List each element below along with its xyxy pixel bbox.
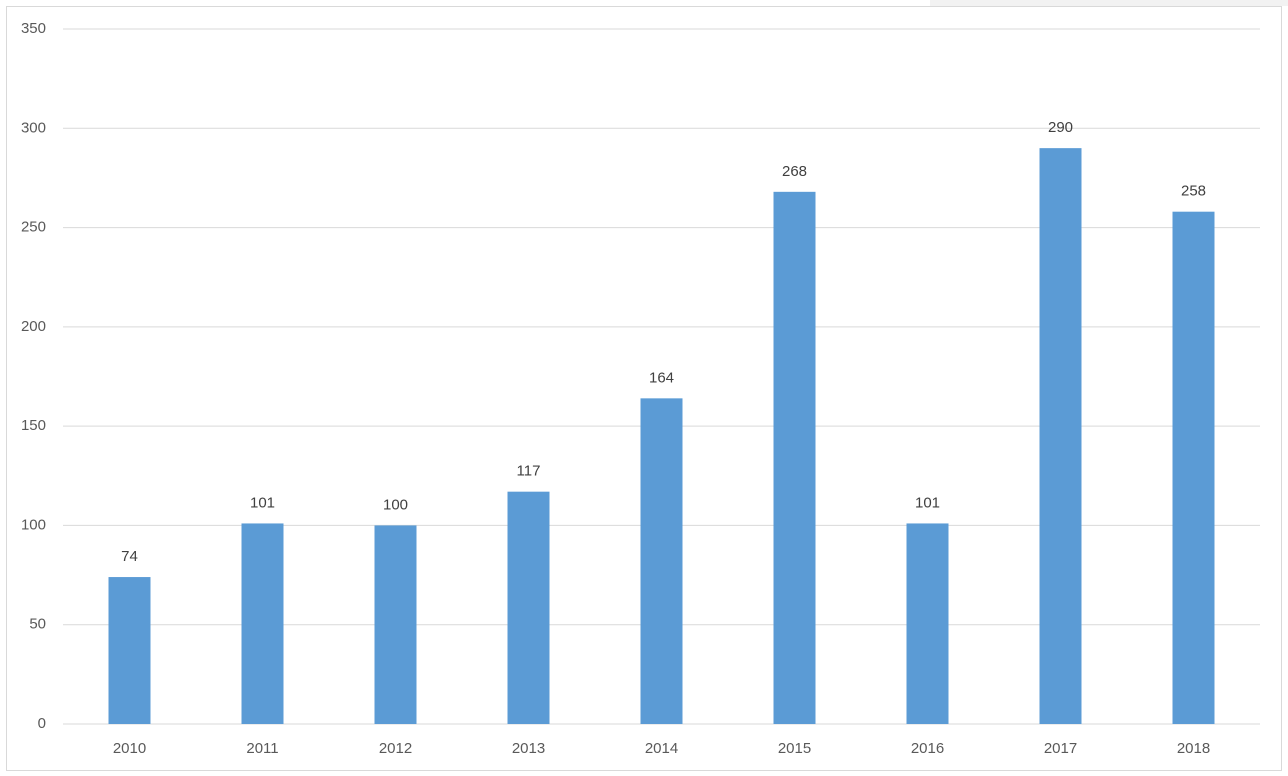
y-tick-label: 100 bbox=[21, 516, 46, 533]
x-tick-label: 2018 bbox=[1177, 740, 1210, 757]
x-tick-label: 2016 bbox=[911, 740, 944, 757]
data-label: 101 bbox=[250, 494, 275, 511]
y-tick-label: 250 bbox=[21, 219, 46, 236]
y-tick-label: 150 bbox=[21, 417, 46, 434]
bar bbox=[374, 525, 417, 724]
bar bbox=[108, 577, 151, 724]
bar bbox=[507, 491, 550, 724]
bar bbox=[241, 523, 284, 724]
bar bbox=[640, 398, 683, 724]
y-tick-label: 300 bbox=[21, 119, 46, 136]
data-label: 101 bbox=[915, 494, 940, 511]
data-label: 117 bbox=[517, 463, 541, 480]
x-tick-label: 2011 bbox=[246, 740, 278, 757]
x-tick-label: 2012 bbox=[379, 740, 412, 757]
bar bbox=[1172, 211, 1215, 724]
bar bbox=[1039, 148, 1082, 725]
bar bbox=[773, 191, 816, 725]
data-label: 100 bbox=[383, 496, 408, 513]
data-label: 258 bbox=[1181, 183, 1206, 200]
y-tick-label: 350 bbox=[21, 20, 46, 37]
x-tick-label: 2017 bbox=[1044, 740, 1077, 757]
data-label: 74 bbox=[121, 548, 138, 565]
data-label: 268 bbox=[782, 163, 807, 180]
data-label: 290 bbox=[1048, 119, 1073, 136]
x-tick-label: 2014 bbox=[645, 740, 678, 757]
bar bbox=[906, 523, 949, 724]
data-label: 164 bbox=[649, 369, 674, 386]
x-tick-label: 2015 bbox=[778, 740, 811, 757]
y-tick-label: 0 bbox=[38, 715, 46, 732]
x-tick-label: 2013 bbox=[512, 740, 545, 757]
x-tick-label: 2010 bbox=[113, 740, 146, 757]
y-tick-label: 200 bbox=[21, 318, 46, 335]
y-tick-label: 50 bbox=[29, 616, 46, 633]
background-strip bbox=[930, 0, 1288, 6]
